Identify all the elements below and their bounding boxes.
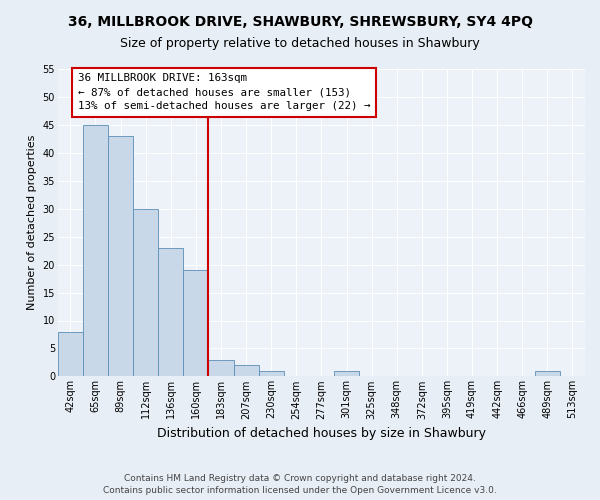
Bar <box>208 360 233 376</box>
Text: Size of property relative to detached houses in Shawbury: Size of property relative to detached ho… <box>120 38 480 51</box>
Bar <box>184 270 208 376</box>
Bar <box>133 208 158 376</box>
X-axis label: Distribution of detached houses by size in Shawbury: Distribution of detached houses by size … <box>157 427 486 440</box>
Bar <box>158 248 184 376</box>
Bar <box>83 125 108 376</box>
Bar <box>108 136 133 376</box>
Y-axis label: Number of detached properties: Number of detached properties <box>27 135 37 310</box>
Bar <box>334 371 359 376</box>
Bar <box>259 371 284 376</box>
Bar <box>535 371 560 376</box>
Bar <box>233 365 259 376</box>
Text: 36, MILLBROOK DRIVE, SHAWBURY, SHREWSBURY, SY4 4PQ: 36, MILLBROOK DRIVE, SHAWBURY, SHREWSBUR… <box>67 15 533 29</box>
Bar <box>58 332 83 376</box>
Text: 36 MILLBROOK DRIVE: 163sqm
← 87% of detached houses are smaller (153)
13% of sem: 36 MILLBROOK DRIVE: 163sqm ← 87% of deta… <box>78 74 370 112</box>
Text: Contains HM Land Registry data © Crown copyright and database right 2024.
Contai: Contains HM Land Registry data © Crown c… <box>103 474 497 495</box>
